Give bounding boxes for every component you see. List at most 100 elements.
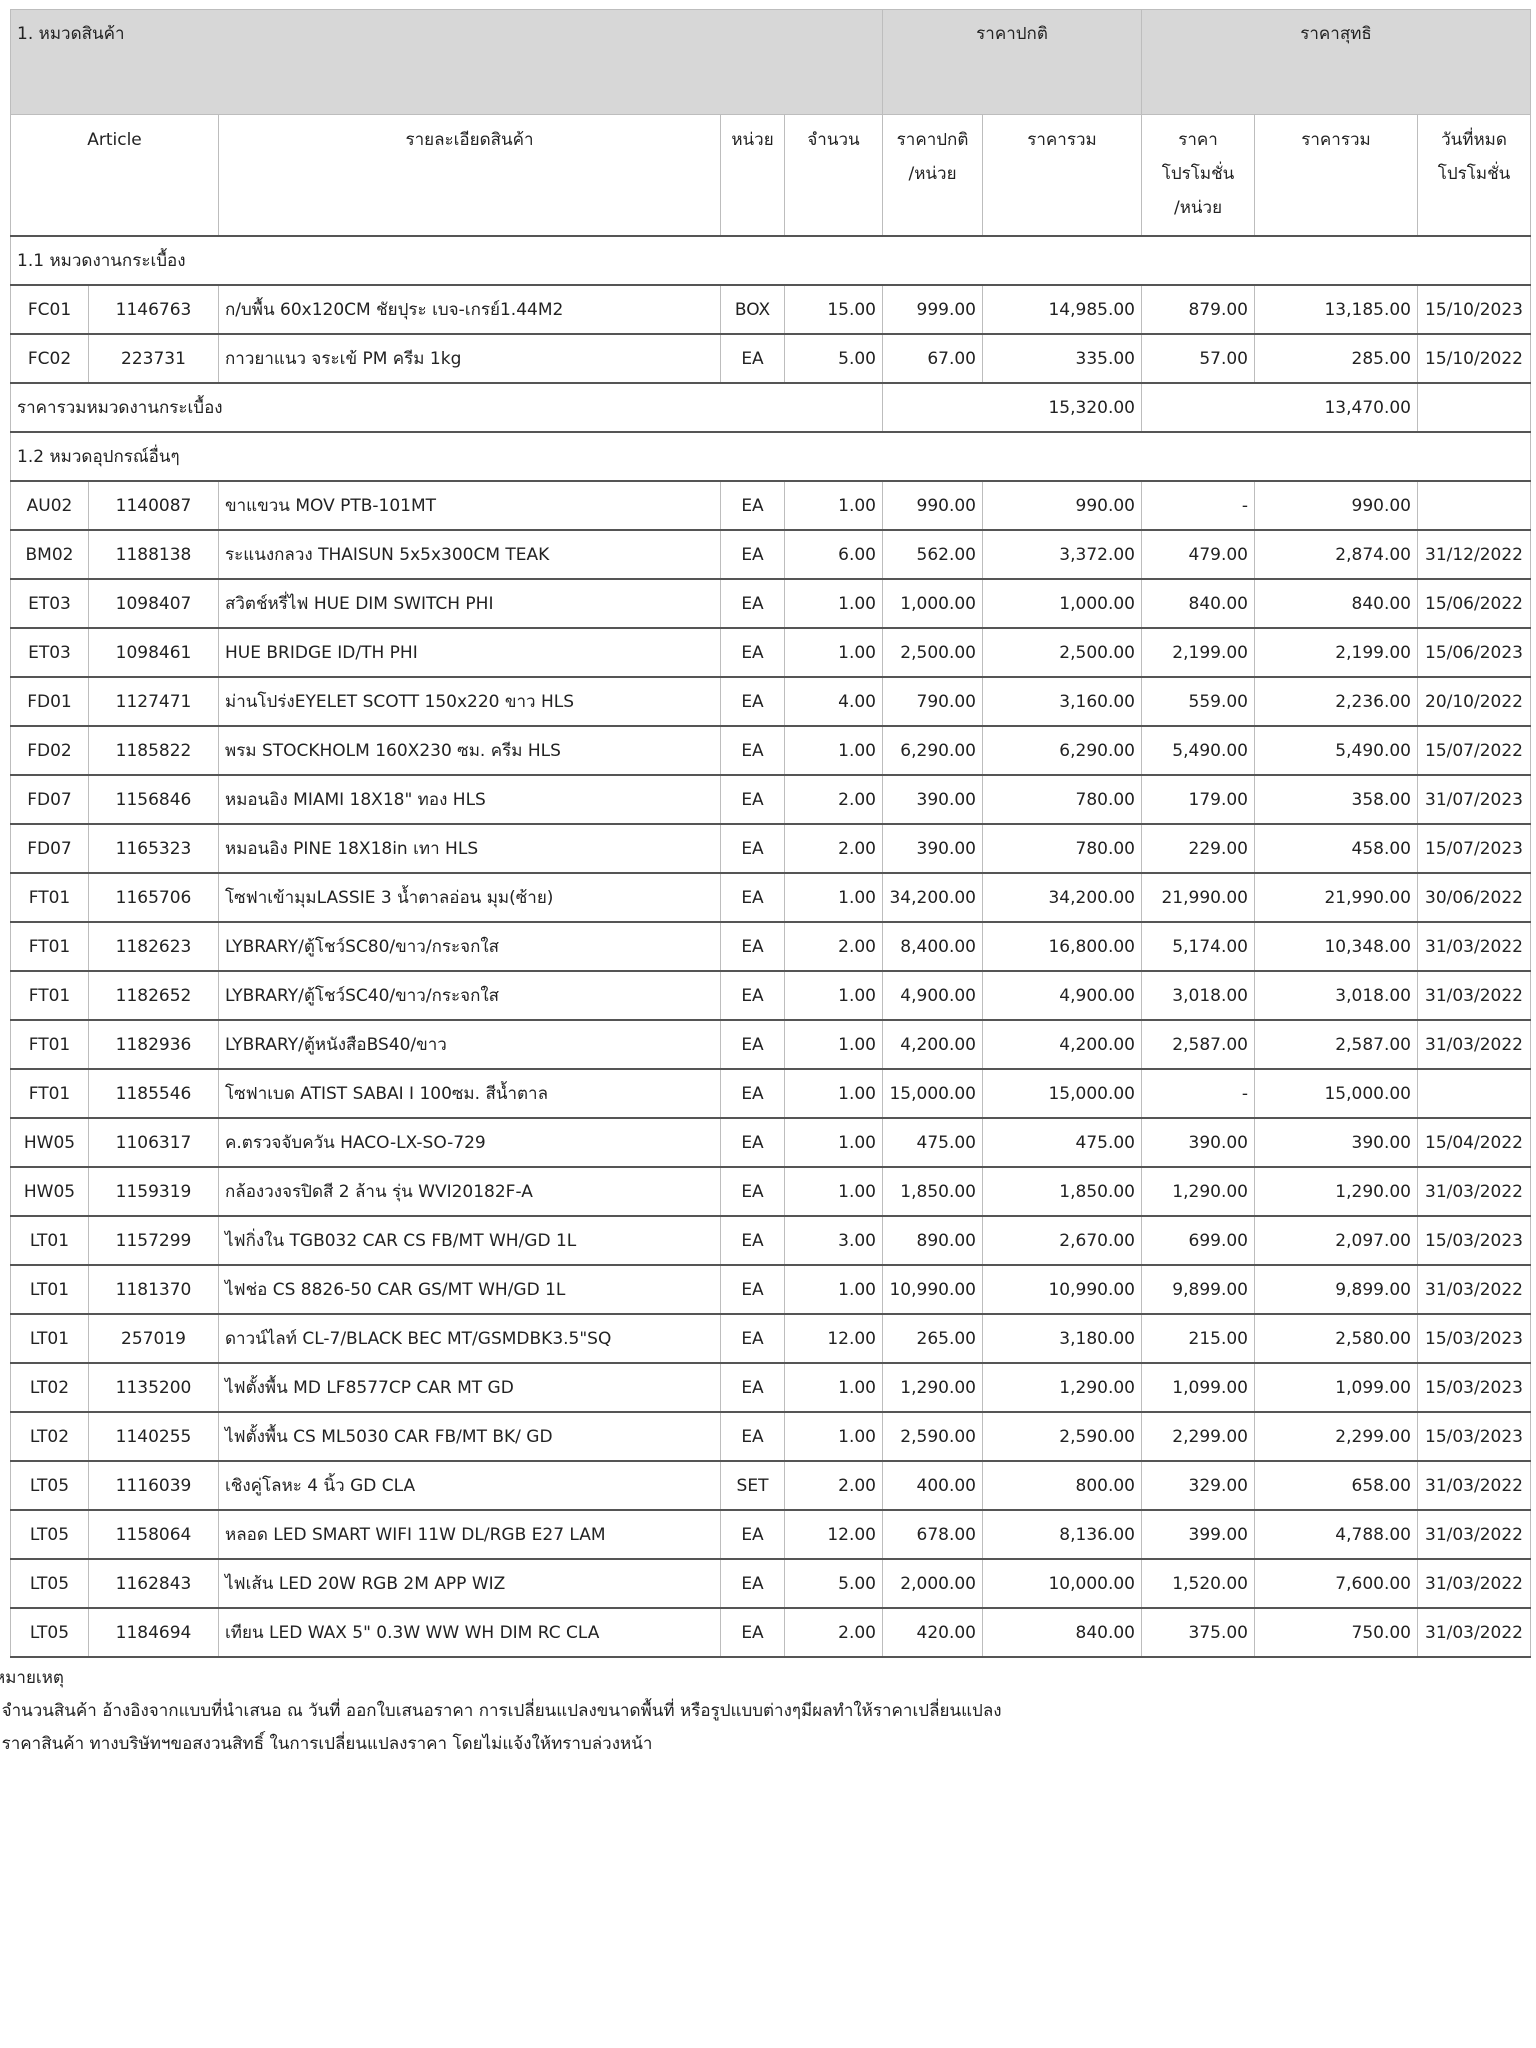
cell: 6,290.00 [882, 725, 983, 776]
cell: FC02 [10, 333, 89, 384]
cell: 1.00 [784, 1411, 883, 1462]
cell: EA [720, 1117, 785, 1168]
cell: 1165706 [88, 872, 219, 923]
cell: 1140255 [88, 1411, 219, 1462]
cell: HUE BRIDGE ID/TH PHI [218, 627, 721, 678]
cell: 3,160.00 [982, 676, 1142, 727]
item-row: FT01 1165706 โซฟาเข้ามุมLASSIE 3 น้ำตาลอ่อ… [10, 872, 1531, 923]
column-header: ราคารวม [982, 114, 1142, 237]
cell: 5.00 [784, 333, 883, 384]
cell: 10,990.00 [882, 1264, 983, 1315]
cell: 5,490.00 [1254, 725, 1418, 776]
cell: 2,299.00 [1141, 1411, 1255, 1462]
cell: ไฟตั้งพื้น CS ML5030 CAR FB/MT BK/ GD [218, 1411, 721, 1462]
cell: EA [720, 1313, 785, 1364]
cell: โซฟาเบด ATIST SABAI I 100ซม. สีน้ำตาล [218, 1068, 721, 1119]
item-row: LT01 1181370 ไฟช่อ CS 8826-50 CAR GS/MT WH… [10, 1264, 1531, 1315]
cell: 15/07/2022 [1417, 725, 1531, 776]
cell: FT01 [10, 921, 89, 972]
cell: LT01 [10, 1215, 89, 1266]
column-header-line: โปรโมชั่น [1437, 164, 1511, 184]
cell: 999.00 [882, 284, 983, 335]
cell: 699.00 [1141, 1215, 1255, 1266]
item-row: LT01 257019 ดาวน์ไลท์ CL-7/BLACK BEC MT/GS… [10, 1313, 1531, 1364]
cell: 12.00 [784, 1509, 883, 1560]
cell: 31/03/2022 [1417, 1607, 1531, 1658]
cell: 15/03/2023 [1417, 1313, 1531, 1364]
cell: FT01 [10, 1068, 89, 1119]
cell: 31/03/2022 [1417, 1264, 1531, 1315]
item-row: ET03 1098461 HUE BRIDGE ID/TH PHI EA 1.00 2,5… [10, 627, 1531, 678]
cell: 1.00 [784, 872, 883, 923]
cell: 1,000.00 [882, 578, 983, 629]
cell: เทียน LED WAX 5" 0.3W WW WH DIM RC CLA [218, 1607, 721, 1658]
cell: 990.00 [1254, 480, 1418, 531]
cell: 780.00 [982, 774, 1142, 825]
cell: FT01 [10, 872, 89, 923]
cell: 1,520.00 [1141, 1558, 1255, 1609]
cell: 15/07/2023 [1417, 823, 1531, 874]
cell: 658.00 [1254, 1460, 1418, 1511]
cell: 2,590.00 [882, 1411, 983, 1462]
cell: 329.00 [1141, 1460, 1255, 1511]
cell: 879.00 [1141, 284, 1255, 335]
cell [1417, 1068, 1531, 1119]
cell: 1157299 [88, 1215, 219, 1266]
column-header-line: Article [87, 130, 142, 150]
cell: LT05 [10, 1509, 89, 1560]
cell: 3,018.00 [1141, 970, 1255, 1021]
header-cell: 1. หมวดสินค้า [10, 9, 883, 115]
cell: ไฟตั้งพื้น MD LF8577CP CAR MT GD [218, 1362, 721, 1413]
cell: 15,000.00 [982, 1068, 1142, 1119]
cell: 2,299.00 [1254, 1411, 1418, 1462]
cell: 335.00 [982, 333, 1142, 384]
cell: 890.00 [882, 1215, 983, 1266]
cell: 840.00 [1254, 578, 1418, 629]
cell: LT02 [10, 1411, 89, 1462]
cell: 30/06/2022 [1417, 872, 1531, 923]
cell: 1165323 [88, 823, 219, 874]
column-header-line: หน่วย [731, 130, 774, 150]
cell: 21,990.00 [1254, 872, 1418, 923]
cell: 4,788.00 [1254, 1509, 1418, 1560]
cell: 6.00 [784, 529, 883, 580]
cell: 1098407 [88, 578, 219, 629]
cell: LYBRARY/ตู้โชว์SC40/ขาว/กระจกใส [218, 970, 721, 1021]
cell: 559.00 [1141, 676, 1255, 727]
cell: EA [720, 774, 785, 825]
cell: 1,290.00 [982, 1362, 1142, 1413]
cell: 10,990.00 [982, 1264, 1142, 1315]
cell: 479.00 [1141, 529, 1255, 580]
cell: 14,985.00 [982, 284, 1142, 335]
cell: 790.00 [882, 676, 983, 727]
cell: 1.00 [784, 1264, 883, 1315]
cell: EA [720, 1509, 785, 1560]
cell: EA [720, 578, 785, 629]
subtotal-label: ราคารวมหมวดงานกระเบื้อง [10, 382, 883, 433]
cell: กล้องวงจรปิดสี 2 ล้าน รุ่น WVI20182F-A [218, 1166, 721, 1217]
cell: EA [720, 725, 785, 776]
column-header: รายละเอียดสินค้า [218, 114, 721, 237]
item-row: FT01 1182652 LYBRARY/ตู้โชว์SC40/ขาว/กระจก… [10, 970, 1531, 1021]
item-row: AU02 1140087 ขาแขวน MOV PTB-101MT EA 1.00 990… [10, 480, 1531, 531]
cell: 257019 [88, 1313, 219, 1364]
column-header-line: ราคารวม [1027, 130, 1097, 150]
column-header: Article [10, 114, 219, 237]
cell: 1.00 [784, 970, 883, 1021]
cell: หมอนอิง PINE 18X18in เทา HLS [218, 823, 721, 874]
cell: EA [720, 1264, 785, 1315]
cell: 15/04/2022 [1417, 1117, 1531, 1168]
cell: HW05 [10, 1117, 89, 1168]
item-row: LT05 1158064 หลอด LED SMART WIFI 11W DL/RG… [10, 1509, 1531, 1560]
cell: 1182652 [88, 970, 219, 1021]
cell: 400.00 [882, 1460, 983, 1511]
cell: 215.00 [1141, 1313, 1255, 1364]
cell: 1140087 [88, 480, 219, 531]
cell: 990.00 [882, 480, 983, 531]
cell: 2,199.00 [1254, 627, 1418, 678]
cell: LT01 [10, 1264, 89, 1315]
cell: ไฟช่อ CS 8826-50 CAR GS/MT WH/GD 1L [218, 1264, 721, 1315]
cell: ระแนงกลวง THAISUN 5x5x300CM TEAK [218, 529, 721, 580]
cell: 16,800.00 [982, 921, 1142, 972]
